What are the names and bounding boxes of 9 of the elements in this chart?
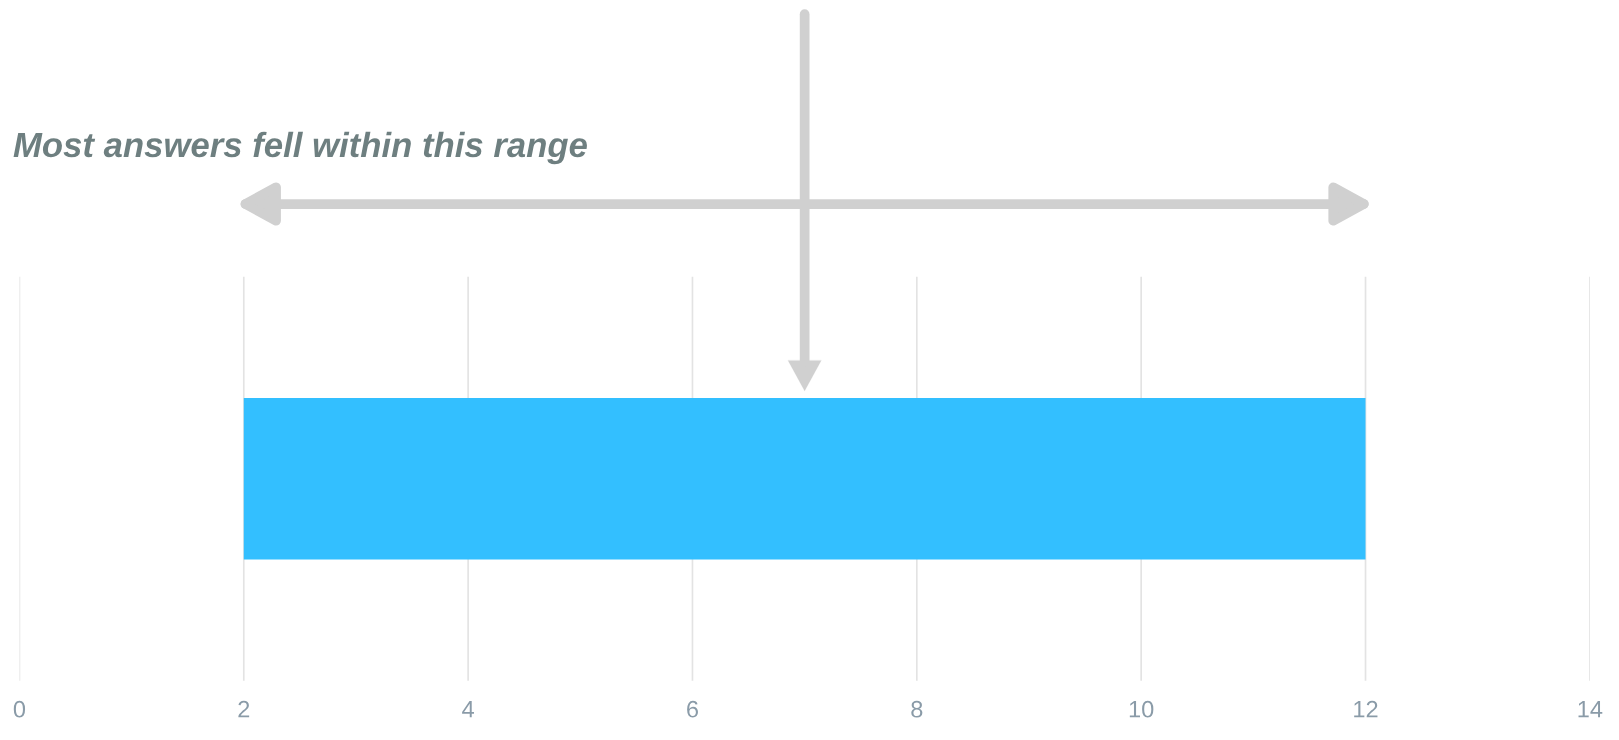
x-tick-label: 12	[1354, 700, 1378, 718]
x-tick-label: 14	[1578, 701, 1603, 718]
x-tick-label: 0	[13, 700, 26, 718]
text: Most answers fell within this range	[13, 131, 587, 165]
x-tick-label: 6	[687, 700, 698, 718]
x-tick-label: 10	[1129, 700, 1154, 718]
x-tick-label: 2	[238, 700, 250, 718]
x-tick-label: 8	[911, 700, 923, 718]
x-tick-label: 4	[462, 701, 474, 718]
